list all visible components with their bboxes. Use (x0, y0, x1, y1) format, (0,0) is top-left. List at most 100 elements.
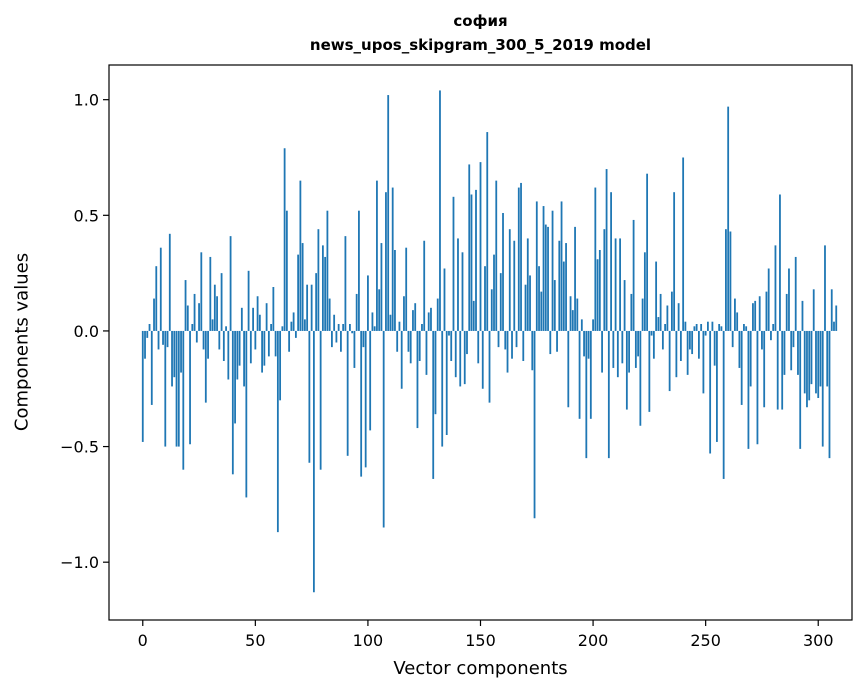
bar (612, 330, 615, 368)
bar (749, 330, 752, 387)
bar (801, 300, 804, 331)
bar (511, 330, 513, 359)
x-axis-label: Vector components (393, 658, 568, 679)
bar (815, 330, 817, 394)
bar (344, 236, 347, 331)
bar (770, 330, 772, 341)
bar (747, 330, 750, 449)
bar (794, 256, 797, 331)
bar (803, 330, 806, 394)
bar (358, 210, 360, 331)
bar (774, 245, 777, 331)
bar (387, 95, 390, 331)
bar (607, 330, 610, 459)
bar (551, 210, 554, 331)
bar (585, 330, 588, 459)
x-tick-label: 200 (578, 631, 609, 650)
bar (400, 330, 403, 389)
bar (155, 266, 158, 331)
bar (441, 330, 444, 447)
bar (745, 326, 748, 331)
bar (198, 303, 200, 331)
bar (461, 252, 464, 331)
bar (819, 330, 822, 387)
bar (382, 330, 385, 528)
bar (603, 229, 606, 331)
y-axis-ticks: −1.0 −0.5 0.0 0.5 1.0 (60, 91, 109, 572)
bar (362, 330, 365, 348)
bar (351, 330, 354, 334)
bar (623, 280, 626, 331)
bar (763, 330, 766, 408)
y-tick-label: 0.0 (74, 322, 99, 341)
bar (247, 270, 250, 331)
bar (601, 330, 603, 373)
bar (830, 289, 833, 331)
bar (799, 330, 802, 449)
bar (150, 330, 153, 405)
bar (632, 219, 635, 331)
bar (779, 194, 781, 331)
bar (792, 330, 795, 348)
bar (414, 303, 417, 331)
bar (506, 330, 509, 373)
bar (317, 229, 320, 331)
bar (493, 254, 495, 331)
bar (517, 187, 520, 331)
x-tick-label: 50 (245, 631, 265, 650)
bar (821, 330, 824, 447)
bar (355, 293, 358, 331)
bar (558, 240, 561, 331)
bars-group (141, 90, 838, 593)
bar (544, 224, 547, 331)
bar (826, 330, 829, 387)
bar (389, 314, 392, 331)
bar (549, 330, 552, 355)
bar (340, 330, 342, 352)
bar (213, 284, 216, 331)
bar (630, 293, 633, 331)
bar (643, 252, 646, 331)
bar (736, 312, 739, 331)
bar (380, 243, 383, 331)
bar (195, 330, 198, 343)
bar (421, 324, 423, 331)
bar (326, 210, 329, 331)
bar (502, 213, 504, 331)
y-tick-label: 0.5 (74, 206, 99, 225)
bar (306, 284, 309, 331)
bar (677, 303, 680, 331)
bar (202, 330, 205, 350)
bar (513, 240, 516, 331)
bar (641, 298, 644, 331)
bar (637, 330, 640, 357)
bar (436, 298, 439, 331)
bar (403, 296, 405, 331)
bar (515, 330, 518, 348)
bar (299, 180, 302, 331)
bar (285, 210, 288, 331)
bar (479, 162, 482, 331)
bar (182, 330, 185, 470)
bar (258, 314, 261, 331)
bar (297, 254, 300, 331)
bar (709, 330, 712, 454)
bar (324, 256, 327, 331)
bar (225, 326, 227, 331)
bar (452, 196, 455, 331)
bar (817, 330, 820, 398)
bar (166, 330, 169, 348)
y-tick-label: 1.0 (74, 91, 99, 110)
bar (824, 245, 826, 331)
bar (738, 330, 741, 368)
bar (659, 293, 662, 331)
bar (409, 330, 412, 364)
bar (276, 330, 279, 533)
bar (373, 326, 376, 331)
bar (454, 330, 457, 378)
bar (754, 300, 757, 331)
bar (333, 314, 336, 331)
bar (700, 324, 703, 331)
bar (731, 330, 734, 348)
bar (162, 330, 164, 345)
